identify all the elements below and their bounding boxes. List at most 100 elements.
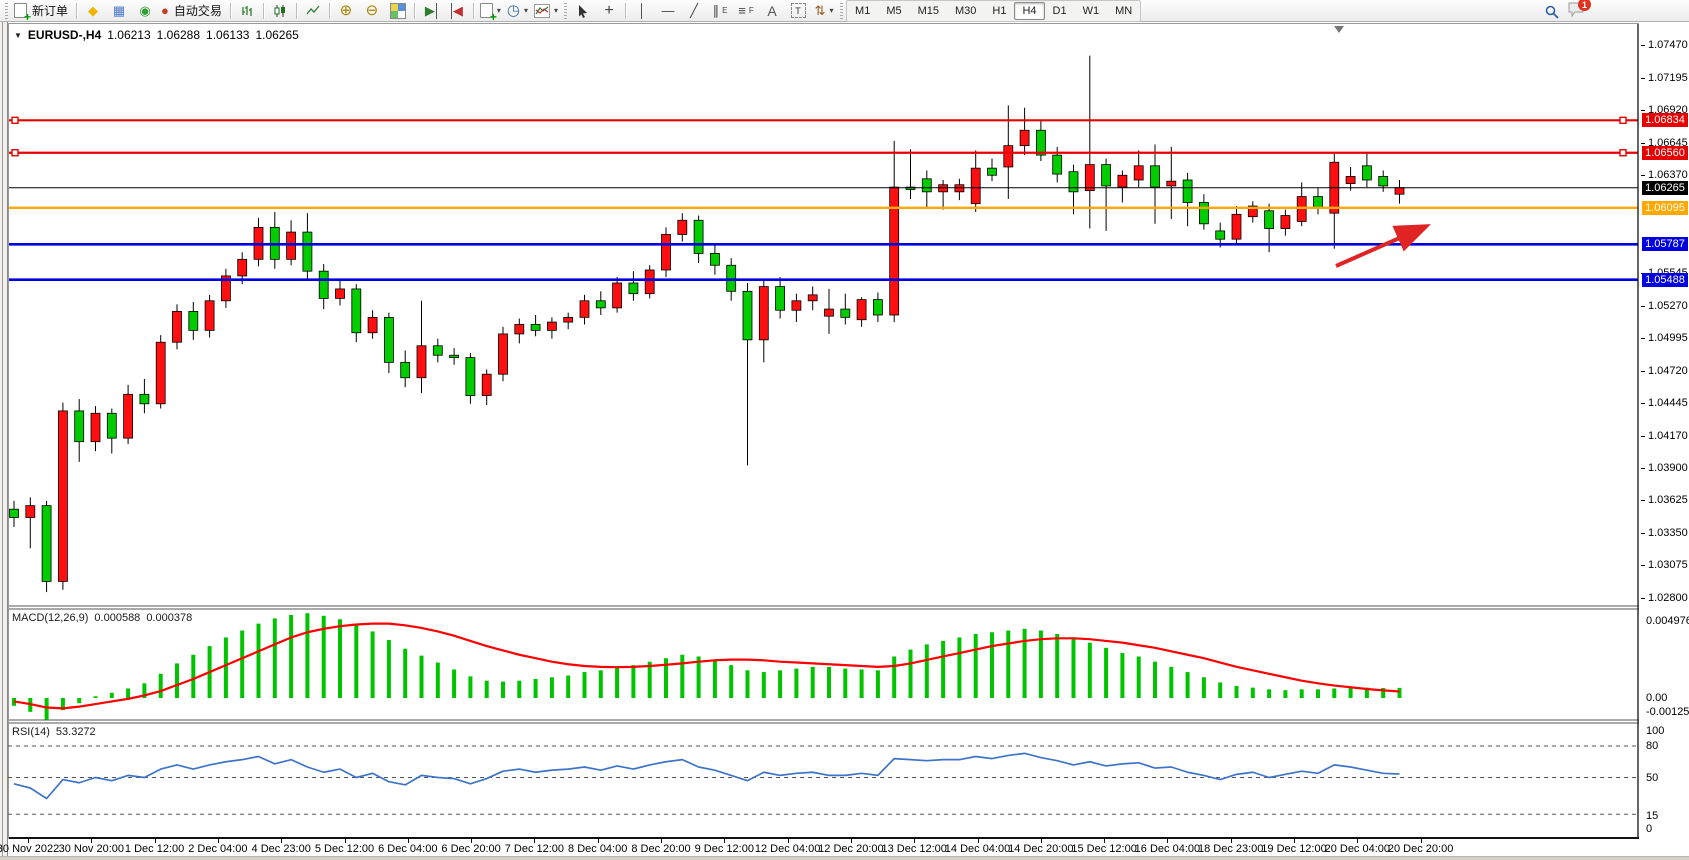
time-tick-label: 5 Dec 12:00 [314,843,375,855]
time-tick-label: 14 Dec 20:00 [1008,843,1074,855]
time-tick-label: 9 Dec 12:00 [694,843,754,855]
tf-button-M30[interactable]: M30 [955,4,977,17]
chevron-down-icon: ▾ [554,6,559,15]
time-tick-label: 13 Dec 12:00 [881,843,947,855]
time-tick-label: 30 Nov 20:00 [58,843,125,855]
tf-button-M15[interactable]: M15 [917,4,939,17]
time-tick-label: 18 Dec 23:00 [1197,843,1264,855]
fibonacci-icon: ≡ [738,2,746,18]
market-watch-button[interactable]: ◆ [80,0,106,22]
chart-shift-icon: ◀ [450,2,463,19]
indicators-icon [534,3,551,18]
macd-main-value: 0.000588 [94,612,141,624]
price-tick-label: 1.06645 [1648,136,1688,149]
time-tick-label: 20 Dec 20:00 [1387,843,1454,855]
price-tick-label: 1.03075 [1648,559,1688,572]
search-icon[interactable] [1544,4,1560,20]
time-axis[interactable]: 30 Nov 2022 30 Nov 20:00 1 Dec 12:00 2 Dec … [0,839,1639,856]
toolbar-grip[interactable] [5,2,8,19]
time-tick-label: 20 Dec 04:00 [1324,843,1391,855]
macd-signal-line [13,622,1400,710]
level-price-badge: 1.06560 [1642,145,1688,160]
clock-icon: ◷ [506,1,520,19]
tf-button-H4[interactable]: H4 [1014,1,1045,20]
indicators-button[interactable]: ▾ [531,0,561,22]
time-tick-label: 1 Dec 12:00 [124,843,185,855]
time-tick-label: 4 Dec 23:00 [251,843,311,855]
price-tick-label: 1.04170 [1648,429,1688,442]
tf-button-MN[interactable]: MN [1115,4,1133,17]
new-order-button[interactable]: + 新订单 [11,0,73,23]
signals-button[interactable]: ◉ [132,0,158,22]
timeframe-toolbar: M1 M5 M15 M30 H1 H4 D1 W1 MN [846,0,1142,22]
window-left-edge [0,22,8,860]
toolbar: + 新订单 ◆ ▦ ◉ ● 自动交易 ⊕ ⊖ ▶ ◀ + ▾ ◷ ▾ [0,0,1689,23]
price-tick-label: 1.07195 [1648,71,1688,84]
profiles-button[interactable]: ◷ ▾ [504,0,531,22]
macd-histogram [12,613,1402,720]
bar-chart-button[interactable] [234,0,260,22]
price-tick-label: 1.04720 [1648,364,1688,377]
auto-scroll-button[interactable]: ▶ [418,0,444,22]
chat-button[interactable]: 1 [1568,0,1591,22]
time-tick-label: 12 Dec 04:00 [754,843,821,855]
tf-button-M1[interactable]: M1 [855,4,871,17]
channel-tool-button[interactable]: ∥ E [707,0,733,22]
arrows-tool-button[interactable]: ⇅ ▾ [811,0,837,22]
trendline-tool-button[interactable]: ╱ [681,0,707,22]
price-tick-label: 1.02800 [1648,592,1688,604]
crosshair-tool-button[interactable]: + [596,0,622,22]
tf-button-M5[interactable]: M5 [886,4,902,17]
price-axis[interactable]: 1.074701.071951.069201.066451.063701.055… [1641,23,1689,857]
auto-scroll-icon: ▶ [424,2,437,19]
new-chart-button[interactable]: + ▾ [477,0,504,23]
price-tick-label: 1.06370 [1648,169,1688,182]
text-label-tool-button[interactable]: T [785,0,811,22]
hline-tool-button[interactable]: — [655,0,681,22]
tile-windows-button[interactable] [385,0,411,22]
fibo-f-glyph: F [748,6,754,15]
signal-icon: ◉ [139,2,151,18]
chart-shift-marker[interactable] [1334,26,1344,33]
cursor-tool-button[interactable] [570,0,596,22]
bar-chart-icon [242,5,252,16]
tf-button-H1[interactable]: H1 [992,4,1007,17]
data-window-button[interactable]: ▦ [106,0,132,22]
price-chart[interactable] [8,23,1639,857]
chart-shift-button[interactable]: ◀ [444,0,470,22]
line-chart-button[interactable] [300,0,326,22]
autotrading-icon: ● [161,2,169,18]
collapse-icon[interactable]: ▼ [14,30,22,40]
toolbar-grip[interactable] [840,2,844,19]
candlestick-button[interactable] [267,0,293,22]
level-price-badge: 1.06834 [1642,113,1688,128]
channel-e-glyph: E [722,6,728,15]
tf-button-W1[interactable]: W1 [1082,4,1100,17]
new-order-icon: + [14,3,31,23]
candlestick-series [9,55,1405,593]
chart-title: ▼ EURUSD-,H4 1.06213 1.06288 1.06133 1.0… [14,28,299,42]
time-tick-label: 14 Dec 04:00 [944,843,1011,855]
annotation-arrow[interactable] [1335,224,1431,268]
vline-tool-button[interactable]: │ [629,0,655,22]
rsi-label: RSI(14) 53.3272 [12,726,96,738]
price-tick-label: 1.03350 [1648,526,1688,539]
text-tool-button[interactable]: A [759,0,785,22]
time-tick-label: 19 Dec 12:00 [1261,843,1327,855]
candlestick-icon [274,4,285,17]
time-tick-label: 2 Dec 04:00 [188,843,248,855]
auto-trading-button[interactable]: ● 自动交易 [158,0,227,22]
rsi-axis-label: 100 [1646,725,1665,737]
toolbar-grip[interactable] [564,2,568,19]
window-icon: ▦ [112,2,126,18]
time-tick-label: 15 Dec 12:00 [1071,843,1137,855]
price-tick-label: 1.05270 [1648,299,1688,312]
tf-button-D1[interactable]: D1 [1052,4,1067,17]
auto-trading-label: 自动交易 [173,4,222,18]
rsi-axis-label: 0 [1646,823,1653,835]
fibonacci-tool-button[interactable]: ≡ F [733,0,759,22]
chevron-down-icon: ▾ [496,6,501,15]
rsi-value: 53.3272 [55,726,96,738]
zoom-out-button[interactable]: ⊖ [359,0,385,22]
zoom-in-button[interactable]: ⊕ [333,0,359,22]
